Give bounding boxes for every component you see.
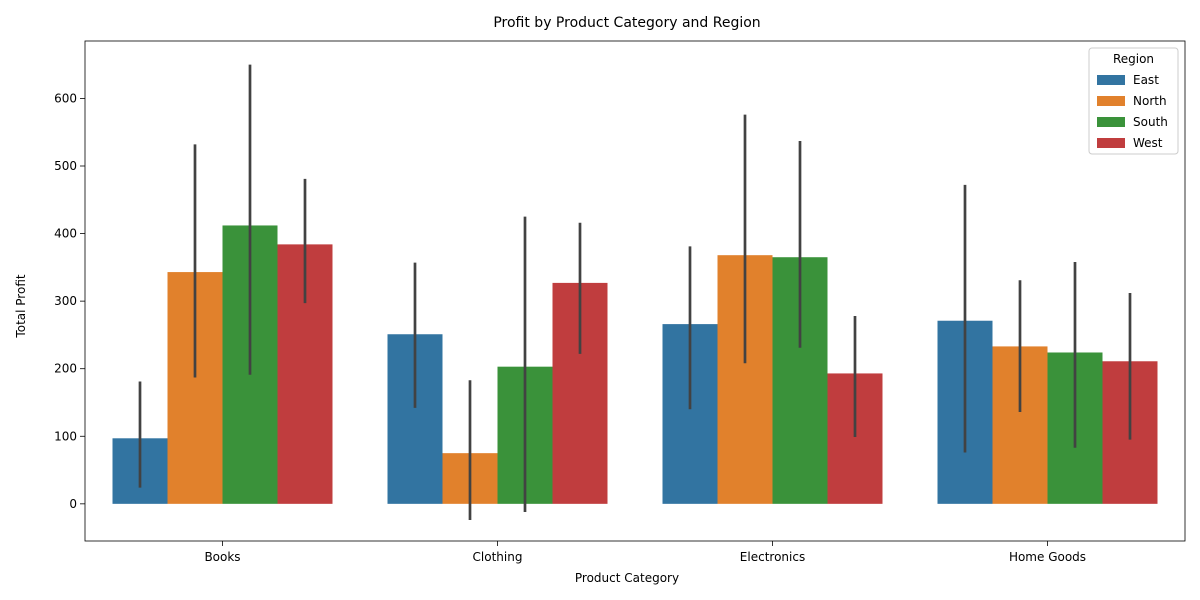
y-axis-label: Total Profit bbox=[14, 274, 28, 338]
y-tick-label: 0 bbox=[69, 497, 77, 511]
legend-entry: East bbox=[1133, 73, 1159, 87]
axes-frame bbox=[84, 40, 1186, 542]
legend: Region East North South West bbox=[1088, 47, 1179, 155]
legend-swatch bbox=[1097, 75, 1125, 85]
legend-entry: West bbox=[1133, 136, 1163, 150]
x-tick-label: Home Goods bbox=[1009, 550, 1086, 564]
plot-area: 0 100 200 300 400 500 600 Books Clothing Electron… bbox=[54, 40, 1186, 564]
y-tick-label: 400 bbox=[54, 227, 77, 241]
x-tick-label: Electronics bbox=[740, 550, 805, 564]
x-axis-label: Product Category bbox=[575, 571, 679, 585]
y-tick-label: 200 bbox=[54, 362, 77, 376]
legend-swatch bbox=[1097, 138, 1125, 148]
legend-entry: North bbox=[1133, 94, 1167, 108]
y-tick-label: 100 bbox=[54, 429, 77, 443]
y-tick-label: 300 bbox=[54, 294, 77, 308]
legend-title: Region bbox=[1113, 52, 1154, 66]
y-tick-label: 600 bbox=[54, 91, 77, 105]
x-tick-label: Books bbox=[204, 550, 240, 564]
legend-entry: South bbox=[1133, 115, 1168, 129]
legend-swatch bbox=[1097, 96, 1125, 106]
y-tick-label: 500 bbox=[54, 159, 77, 173]
chart-title: Profit by Product Category and Region bbox=[493, 15, 760, 31]
legend-swatch bbox=[1097, 117, 1125, 127]
x-tick-label: Clothing bbox=[473, 550, 523, 564]
legend-box bbox=[1088, 47, 1179, 155]
